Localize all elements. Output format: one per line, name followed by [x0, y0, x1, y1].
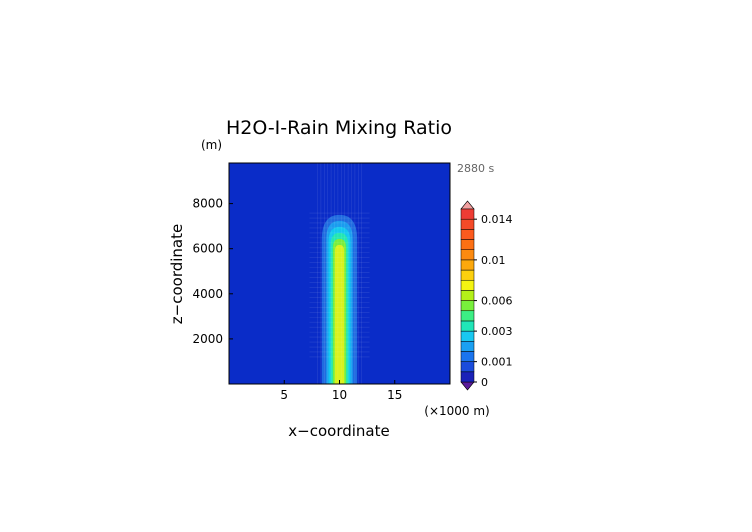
colorbar-segment: [460, 239, 475, 250]
y-axis-label: z−coordinate: [168, 224, 186, 324]
x-tick-label: 15: [387, 388, 402, 402]
colorbar-segment: [460, 361, 475, 373]
colorbar-segment: [460, 269, 475, 281]
plot-area: [229, 163, 450, 384]
colorbar: 0 0.001 0.003 0.006 0.01 0.014: [460, 200, 513, 391]
colorbar-segment: [460, 310, 475, 322]
colorbar-tick-label: 0.001: [481, 356, 513, 369]
x-tick-label: 10: [332, 388, 347, 402]
colorbar-tick-label: 0.014: [481, 213, 513, 226]
grid-overlay: [309, 163, 370, 384]
colorbar-over-arrow: [460, 200, 475, 210]
colorbar-segment: [460, 279, 475, 291]
plume-contour: [334, 244, 345, 384]
colorbar-segment: [460, 330, 475, 342]
colorbar-tick-label: 0.006: [481, 295, 513, 308]
colorbar-tick-label: 0.003: [481, 325, 513, 338]
y-tick-label: 6000: [192, 242, 223, 256]
y-units-label: (m): [201, 138, 222, 152]
colorbar-segment: [460, 341, 475, 352]
colorbar-under-arrow: [460, 381, 475, 391]
colorbar-tick-label: 0: [481, 376, 488, 389]
y-tick-label: 2000: [192, 332, 223, 346]
colorbar-segment: [460, 229, 475, 240]
y-tick-label: 4000: [192, 287, 223, 301]
colorbar-segment: [460, 320, 475, 332]
y-tick-label: 8000: [192, 197, 223, 211]
x-tick-label: 5: [280, 388, 288, 402]
y-axis: 2000 4000 6000 8000: [192, 197, 233, 346]
time-label: 2880 s: [457, 162, 494, 175]
colorbar-segment: [460, 371, 475, 383]
colorbar-segment: [460, 351, 475, 362]
colorbar-segment: [460, 208, 475, 220]
colorbar-segment: [460, 290, 475, 301]
chart-title: H2O-I-Rain Mixing Ratio: [226, 117, 452, 139]
colorbar-segment: [460, 218, 475, 230]
colorbar-tick-label: 0.01: [481, 254, 506, 267]
colorbar-segment: [460, 300, 475, 312]
x-axis-label: x−coordinate: [288, 422, 389, 440]
x-units-label: (×1000 m): [424, 404, 489, 418]
colorbar-segment: [460, 259, 475, 271]
x-axis: 5 10 15: [280, 380, 402, 402]
colorbar-segment: [460, 249, 475, 261]
